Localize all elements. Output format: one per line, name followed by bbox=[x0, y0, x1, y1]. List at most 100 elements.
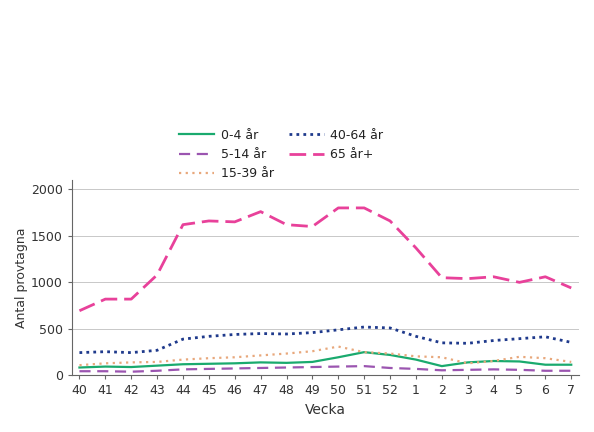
65 år+ bbox=[490, 274, 497, 280]
0-4 år bbox=[334, 355, 342, 360]
15-39 år bbox=[490, 359, 497, 364]
65 år+ bbox=[516, 280, 523, 285]
0-4 år bbox=[179, 362, 187, 367]
0-4 år bbox=[361, 349, 368, 355]
5-14 år bbox=[516, 367, 523, 372]
65 år+ bbox=[128, 296, 135, 302]
Line: 65 år+: 65 år+ bbox=[80, 208, 571, 311]
5-14 år bbox=[153, 368, 160, 373]
40-64 år bbox=[206, 334, 213, 339]
15-39 år bbox=[412, 354, 419, 359]
15-39 år bbox=[361, 349, 368, 355]
5-14 år bbox=[464, 367, 471, 372]
0-4 år bbox=[257, 360, 264, 365]
15-39 år bbox=[438, 355, 446, 360]
5-14 år bbox=[438, 368, 446, 373]
40-64 år bbox=[542, 334, 549, 340]
40-64 år bbox=[257, 331, 264, 336]
5-14 år bbox=[231, 366, 238, 371]
40-64 år bbox=[309, 330, 316, 335]
15-39 år bbox=[153, 359, 160, 365]
0-4 år bbox=[412, 357, 419, 362]
5-14 år bbox=[206, 366, 213, 372]
15-39 år bbox=[464, 361, 471, 366]
40-64 år bbox=[464, 341, 471, 346]
40-64 år bbox=[283, 331, 290, 337]
40-64 år bbox=[231, 332, 238, 337]
0-4 år bbox=[568, 362, 575, 367]
65 år+ bbox=[179, 222, 187, 227]
5-14 år bbox=[283, 365, 290, 370]
Legend: 0-4 år, 5-14 år, 15-39 år, 40-64 år, 65 år+: 0-4 år, 5-14 år, 15-39 år, 40-64 år, 65 … bbox=[174, 124, 388, 185]
65 år+ bbox=[283, 222, 290, 227]
15-39 år bbox=[231, 355, 238, 360]
Line: 15-39 år: 15-39 år bbox=[80, 346, 571, 365]
40-64 år bbox=[179, 337, 187, 342]
40-64 år bbox=[361, 324, 368, 330]
40-64 år bbox=[334, 327, 342, 332]
5-14 år bbox=[412, 366, 419, 372]
15-39 år bbox=[206, 356, 213, 361]
Line: 40-64 år: 40-64 år bbox=[80, 327, 571, 353]
65 år+ bbox=[102, 296, 109, 302]
40-64 år bbox=[102, 349, 109, 354]
40-64 år bbox=[153, 348, 160, 353]
0-4 år bbox=[102, 364, 109, 369]
65 år+ bbox=[76, 308, 83, 313]
5-14 år bbox=[568, 368, 575, 373]
65 år+ bbox=[438, 275, 446, 280]
65 år+ bbox=[387, 218, 394, 223]
15-39 år bbox=[283, 351, 290, 356]
40-64 år bbox=[76, 350, 83, 355]
5-14 år bbox=[257, 365, 264, 371]
0-4 år bbox=[206, 361, 213, 366]
40-64 år bbox=[438, 340, 446, 346]
40-64 år bbox=[490, 338, 497, 343]
0-4 år bbox=[387, 353, 394, 358]
5-14 år bbox=[387, 365, 394, 371]
40-64 år bbox=[516, 336, 523, 341]
15-39 år bbox=[568, 359, 575, 365]
40-64 år bbox=[128, 350, 135, 355]
X-axis label: Vecka: Vecka bbox=[305, 403, 346, 417]
5-14 år bbox=[179, 367, 187, 372]
0-4 år bbox=[438, 363, 446, 368]
5-14 år bbox=[76, 368, 83, 374]
15-39 år bbox=[516, 354, 523, 359]
40-64 år bbox=[387, 325, 394, 330]
65 år+ bbox=[361, 205, 368, 210]
15-39 år bbox=[257, 353, 264, 358]
Line: 0-4 år: 0-4 år bbox=[80, 352, 571, 368]
0-4 år bbox=[283, 360, 290, 365]
15-39 år bbox=[542, 356, 549, 361]
0-4 år bbox=[231, 361, 238, 366]
65 år+ bbox=[542, 274, 549, 280]
5-14 år bbox=[334, 364, 342, 369]
65 år+ bbox=[206, 218, 213, 223]
5-14 år bbox=[542, 368, 549, 373]
65 år+ bbox=[257, 209, 264, 214]
0-4 år bbox=[516, 359, 523, 364]
0-4 år bbox=[464, 360, 471, 365]
Line: 5-14 år: 5-14 år bbox=[80, 366, 571, 372]
0-4 år bbox=[153, 363, 160, 368]
5-14 år bbox=[309, 365, 316, 370]
15-39 år bbox=[128, 360, 135, 365]
Y-axis label: Antal provtagna: Antal provtagna bbox=[15, 228, 28, 328]
5-14 år bbox=[102, 368, 109, 374]
5-14 år bbox=[361, 363, 368, 368]
65 år+ bbox=[153, 272, 160, 277]
0-4 år bbox=[309, 359, 316, 365]
65 år+ bbox=[309, 224, 316, 229]
65 år+ bbox=[568, 286, 575, 291]
65 år+ bbox=[412, 245, 419, 251]
15-39 år bbox=[102, 361, 109, 366]
65 år+ bbox=[334, 205, 342, 210]
65 år+ bbox=[464, 276, 471, 281]
5-14 år bbox=[128, 369, 135, 374]
15-39 år bbox=[387, 351, 394, 356]
0-4 år bbox=[128, 365, 135, 370]
0-4 år bbox=[542, 362, 549, 367]
0-4 år bbox=[76, 365, 83, 370]
40-64 år bbox=[412, 334, 419, 339]
